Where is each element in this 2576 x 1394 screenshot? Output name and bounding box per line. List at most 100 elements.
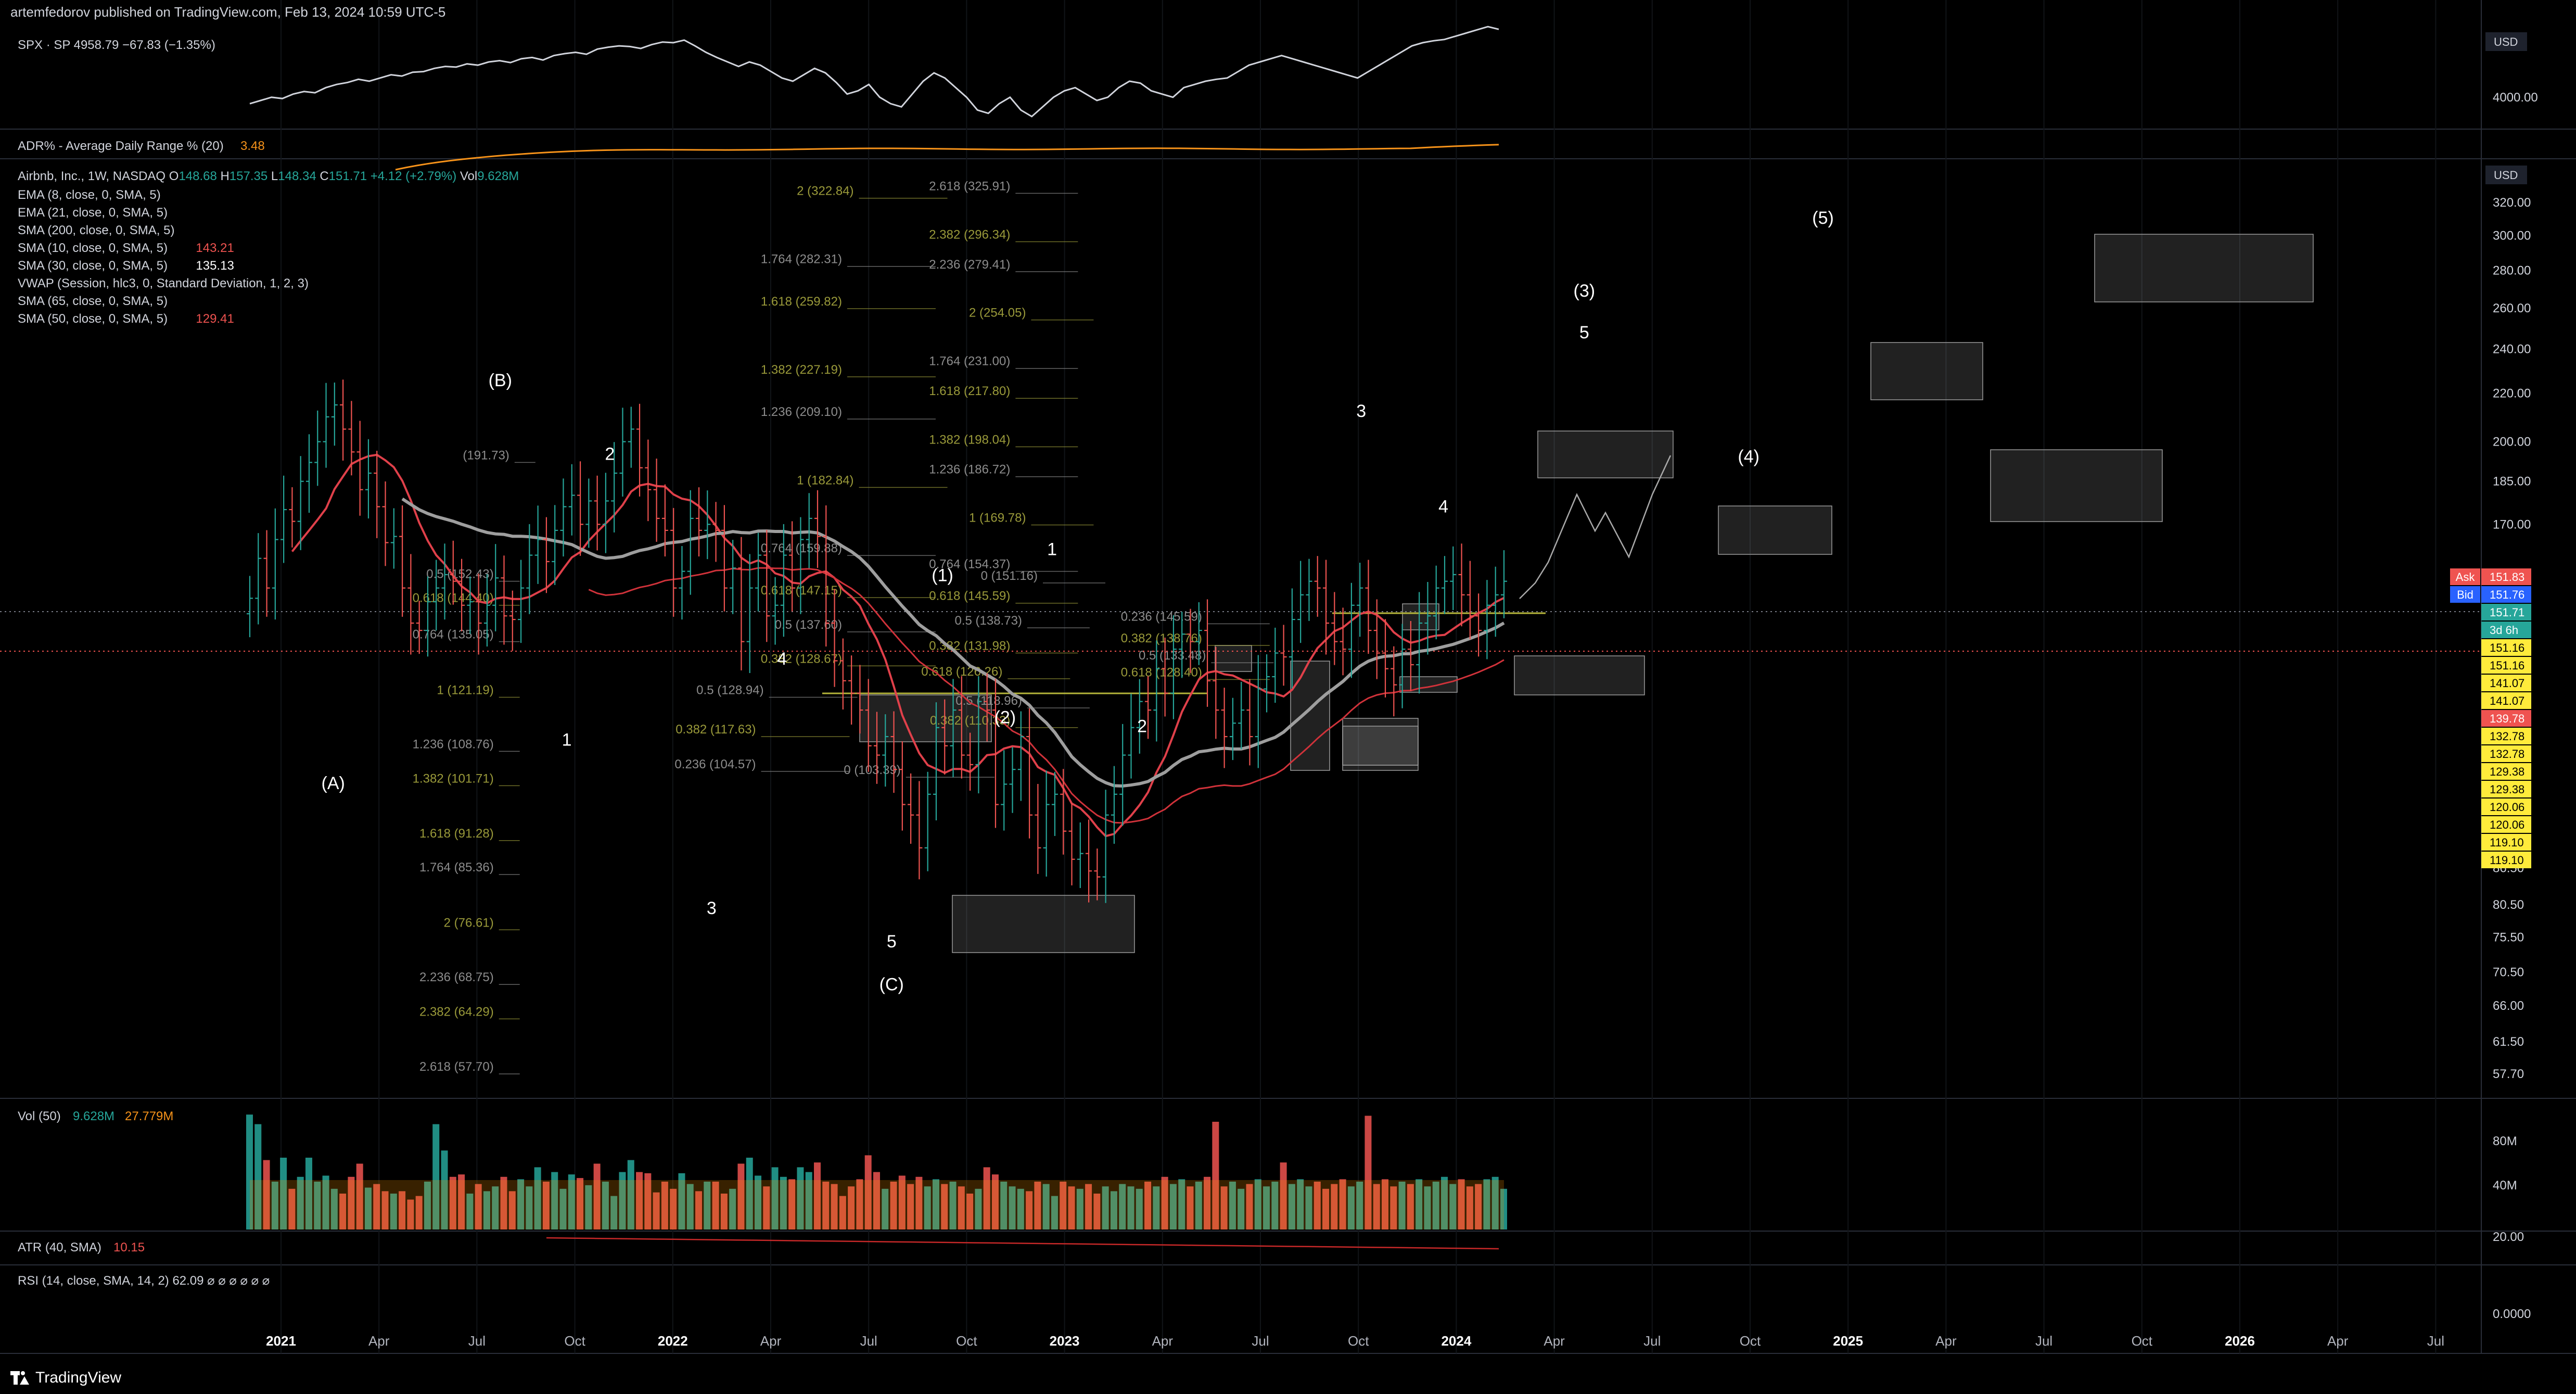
fib-level-label: 1 (182.84): [797, 473, 853, 487]
volume-bar: [949, 1182, 957, 1230]
volume-bar: [330, 1188, 338, 1230]
time-tick: Jul: [2035, 1333, 2052, 1349]
fib-level-label: 1 (169.78): [969, 511, 1026, 525]
volume-bar: [695, 1191, 703, 1230]
projection-box: [1870, 342, 1983, 400]
price-tick: 280.00: [2493, 264, 2531, 278]
volume-bar: [441, 1150, 448, 1230]
volume-bar: [348, 1176, 355, 1230]
projection-box: [1399, 676, 1458, 693]
volume-bar: [297, 1176, 304, 1230]
volume-bar: [1110, 1191, 1117, 1230]
volume-bar: [1169, 1184, 1177, 1230]
volume-bar: [1204, 1176, 1211, 1230]
time-axis: 2021 Apr Jul Oct 2022 Apr Jul Oct 2023 Apr Jul Oct 2…: [266, 1333, 2444, 1349]
fib-level-label: 0.382 (110.33): [930, 714, 1010, 728]
volume-bar: [1491, 1176, 1499, 1230]
price-badge-value: 119.10: [2490, 854, 2524, 867]
volume-bar: [898, 1175, 906, 1230]
indicator-value: 135.13: [196, 259, 234, 273]
atr-value: 10.15: [113, 1240, 145, 1254]
volume-bar: [882, 1188, 889, 1230]
volume-bar: [814, 1162, 821, 1230]
fib-level-label: 0.5 (128.94): [696, 683, 763, 698]
indicator-value: 143.21: [196, 241, 234, 255]
legend-part: 151.71: [329, 169, 367, 183]
volume-bar: [1136, 1188, 1143, 1230]
volume-bar: [492, 1186, 499, 1230]
wave-label: 3: [1356, 401, 1366, 421]
volume-bar: [1449, 1184, 1457, 1230]
volume-bar: [280, 1158, 287, 1230]
indicator-legend: SMA (10, close, 0, SMA, 5): [18, 241, 168, 255]
time-tick: Jul: [468, 1333, 486, 1349]
volume-bar: [644, 1173, 652, 1230]
wave-label: (3): [1574, 281, 1596, 301]
projection-box: [1402, 603, 1439, 630]
time-tick: 2023: [1050, 1333, 1080, 1349]
wave-label: 5: [887, 932, 897, 952]
volume-bar: [475, 1184, 482, 1230]
fib-level-label: 1.764 (231.00): [929, 354, 1010, 369]
volume-bar: [263, 1160, 270, 1230]
volume-bar: [1153, 1186, 1160, 1230]
wave-label: (1): [932, 566, 953, 586]
volume-bar: [653, 1192, 660, 1230]
legend-part: 9.628M: [477, 169, 519, 183]
volume-bar: [1187, 1186, 1194, 1230]
volume-bar: [1424, 1186, 1431, 1230]
price-tick: 80.50: [2493, 898, 2524, 912]
price-tick: 70.50: [2493, 965, 2524, 979]
volume-bar: [755, 1175, 762, 1230]
volume-bar: [1127, 1186, 1134, 1230]
price-badge-tag: [2450, 586, 2480, 603]
volume-bar: [890, 1182, 897, 1230]
volume-bar: [991, 1174, 999, 1230]
price-badge-value: 119.10: [2490, 836, 2524, 849]
time-tick: Jul: [1252, 1333, 1269, 1349]
currency-box: [2485, 32, 2527, 51]
volume-bar: [1441, 1176, 1448, 1230]
main-currency: USD: [2494, 169, 2518, 182]
volume-bar: [1060, 1182, 1067, 1230]
time-tick: 2021: [266, 1333, 296, 1349]
tradingview-brand[interactable]: TradingView: [10, 1369, 121, 1387]
volume-bar: [1119, 1184, 1126, 1230]
legends: SPX · SP 4958.79 −67.83 (−1.35%) ADR% - A…: [18, 38, 519, 1288]
volume-bar: [1407, 1184, 1414, 1230]
fib-level-label: 0.618 (128.40): [1121, 665, 1202, 679]
fib-level-label: 2.382 (64.29): [419, 1005, 494, 1019]
volume-bar: [415, 1196, 423, 1230]
indicator-legend: SMA (30, close, 0, SMA, 5): [18, 259, 168, 273]
volume-bar: [1331, 1184, 1338, 1230]
symbol-legend: Airbnb, Inc., 1W, NASDAQ O148.68 H157.35…: [18, 169, 519, 183]
wave-label: (A): [322, 774, 345, 793]
publish-header: artemfedorov published on TradingView.co…: [10, 4, 446, 20]
volume-bar: [915, 1176, 923, 1230]
atr-pane: 20.00 0.0000: [546, 1230, 2531, 1321]
volume-bar: [932, 1179, 939, 1230]
fib-level-label: 1.382 (198.04): [929, 433, 1010, 447]
indicator-legend: SMA (200, close, 0, SMA, 5): [18, 223, 174, 237]
volume-bar: [458, 1174, 465, 1230]
volume-bar: [678, 1173, 685, 1230]
fib-level-label: 0.764 (159.88): [761, 541, 842, 555]
price-badge: [2481, 586, 2531, 603]
volume-bar: [508, 1191, 516, 1230]
price-tick: 61.50: [2493, 1035, 2524, 1049]
wave-label: 4: [777, 649, 787, 669]
volume-bars: 80M 40M: [246, 1114, 2517, 1230]
adr-value: 3.48: [240, 139, 265, 153]
volume-bar: [1161, 1176, 1168, 1230]
fib-level-label: 0 (151.16): [981, 569, 1038, 583]
time-tick: Oct: [564, 1333, 585, 1349]
volume-bar: [1390, 1186, 1397, 1230]
indicator-legend: EMA (8, close, 0, SMA, 5): [18, 188, 161, 202]
currency-box: [2485, 166, 2527, 184]
volume-bar: [526, 1186, 533, 1230]
volume-bar: [966, 1194, 974, 1230]
fib-level-label: 0.764 (135.05): [413, 628, 494, 642]
price-badge: [2481, 745, 2531, 762]
volume-bar: [399, 1191, 406, 1230]
volume-bar: [602, 1182, 609, 1230]
